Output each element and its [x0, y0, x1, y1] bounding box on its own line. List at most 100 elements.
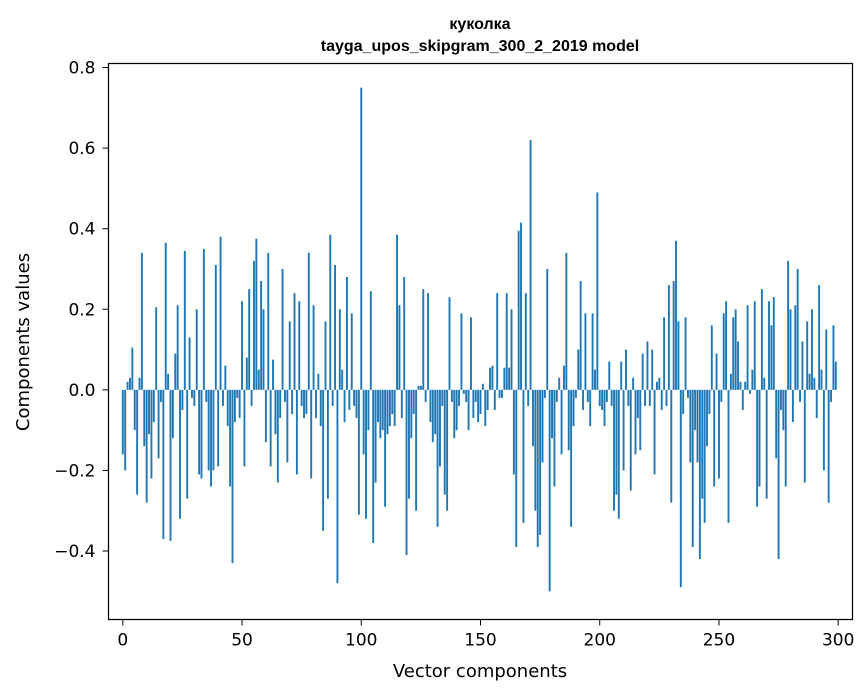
bar	[713, 389, 716, 487]
bar	[718, 389, 720, 479]
bar	[140, 252, 143, 390]
bar	[226, 389, 229, 427]
bar	[672, 281, 675, 390]
bar	[808, 373, 811, 390]
bar	[212, 389, 215, 471]
bar	[796, 268, 799, 390]
bar	[284, 389, 286, 402]
bar	[133, 389, 136, 431]
bar	[629, 389, 632, 491]
bar	[338, 309, 341, 390]
bar	[362, 389, 365, 455]
bar	[160, 389, 162, 402]
bar	[610, 389, 613, 406]
bar	[183, 250, 186, 390]
bar	[532, 389, 534, 447]
y-tick-label: 0.0	[68, 381, 95, 401]
bar	[281, 268, 284, 390]
bar	[634, 389, 637, 455]
bar	[336, 389, 339, 584]
bar	[832, 325, 835, 390]
bar	[677, 321, 680, 390]
bar	[708, 389, 711, 415]
bar	[210, 389, 212, 487]
y-tick-label: 0.8	[68, 59, 95, 79]
bar	[357, 389, 360, 515]
bar	[422, 289, 425, 390]
bar	[701, 389, 704, 499]
bar	[403, 277, 406, 390]
bar	[653, 389, 656, 475]
bar	[741, 389, 744, 410]
bar	[481, 383, 484, 390]
bar	[834, 361, 837, 390]
bar	[417, 385, 420, 390]
bar	[322, 389, 325, 531]
bar	[312, 305, 315, 390]
bar	[563, 365, 565, 390]
bar	[460, 313, 463, 390]
bar	[763, 377, 766, 390]
bar	[474, 389, 477, 402]
bar	[603, 389, 606, 427]
bar	[689, 389, 692, 463]
bar	[369, 291, 372, 390]
bar	[827, 389, 830, 503]
bar	[436, 389, 439, 527]
bar	[319, 389, 322, 427]
bar	[462, 389, 465, 394]
y-tick-label: −0.4	[54, 542, 95, 562]
bar	[510, 309, 513, 390]
bar	[811, 309, 813, 390]
bar	[644, 389, 646, 406]
bar	[746, 305, 749, 390]
bar	[508, 367, 511, 390]
bar	[241, 301, 243, 390]
bar	[439, 389, 441, 467]
bar	[787, 260, 790, 390]
bar	[789, 309, 792, 390]
bar	[641, 353, 644, 390]
bar	[782, 389, 785, 431]
x-axis: 0 50 100 150 200 250 300	[117, 619, 854, 651]
bar	[579, 281, 582, 390]
bar	[248, 289, 251, 390]
bar	[737, 341, 739, 390]
bar	[331, 389, 334, 406]
bar	[396, 234, 398, 390]
bar	[298, 301, 301, 390]
bar	[572, 389, 575, 427]
bar	[372, 389, 375, 543]
bar	[558, 377, 561, 390]
bar	[679, 389, 682, 588]
bar	[317, 373, 320, 390]
bar	[527, 389, 530, 406]
bar	[524, 293, 527, 390]
bar	[791, 389, 794, 423]
bar	[560, 389, 563, 455]
bar	[806, 321, 809, 390]
x-tick-label: 100	[345, 631, 377, 651]
bar	[400, 389, 403, 419]
bar	[794, 305, 797, 390]
y-axis: −0.4 −0.2 0.0 0.2 0.4 0.6 0.8	[54, 59, 109, 562]
bar	[694, 389, 697, 431]
x-axis-label: Vector components	[393, 661, 567, 682]
bar	[589, 389, 592, 427]
bar	[408, 389, 410, 499]
bar	[164, 242, 167, 390]
bar	[493, 389, 496, 410]
bar	[830, 389, 832, 402]
bar	[598, 389, 601, 406]
bar	[334, 264, 336, 390]
bar	[236, 389, 239, 398]
bar	[348, 389, 351, 410]
bar	[176, 305, 179, 390]
bar	[295, 389, 298, 475]
bar	[231, 389, 234, 564]
bar	[264, 389, 267, 443]
bar	[415, 389, 418, 511]
bar	[157, 389, 160, 459]
bar	[541, 389, 544, 463]
bar	[148, 389, 150, 435]
